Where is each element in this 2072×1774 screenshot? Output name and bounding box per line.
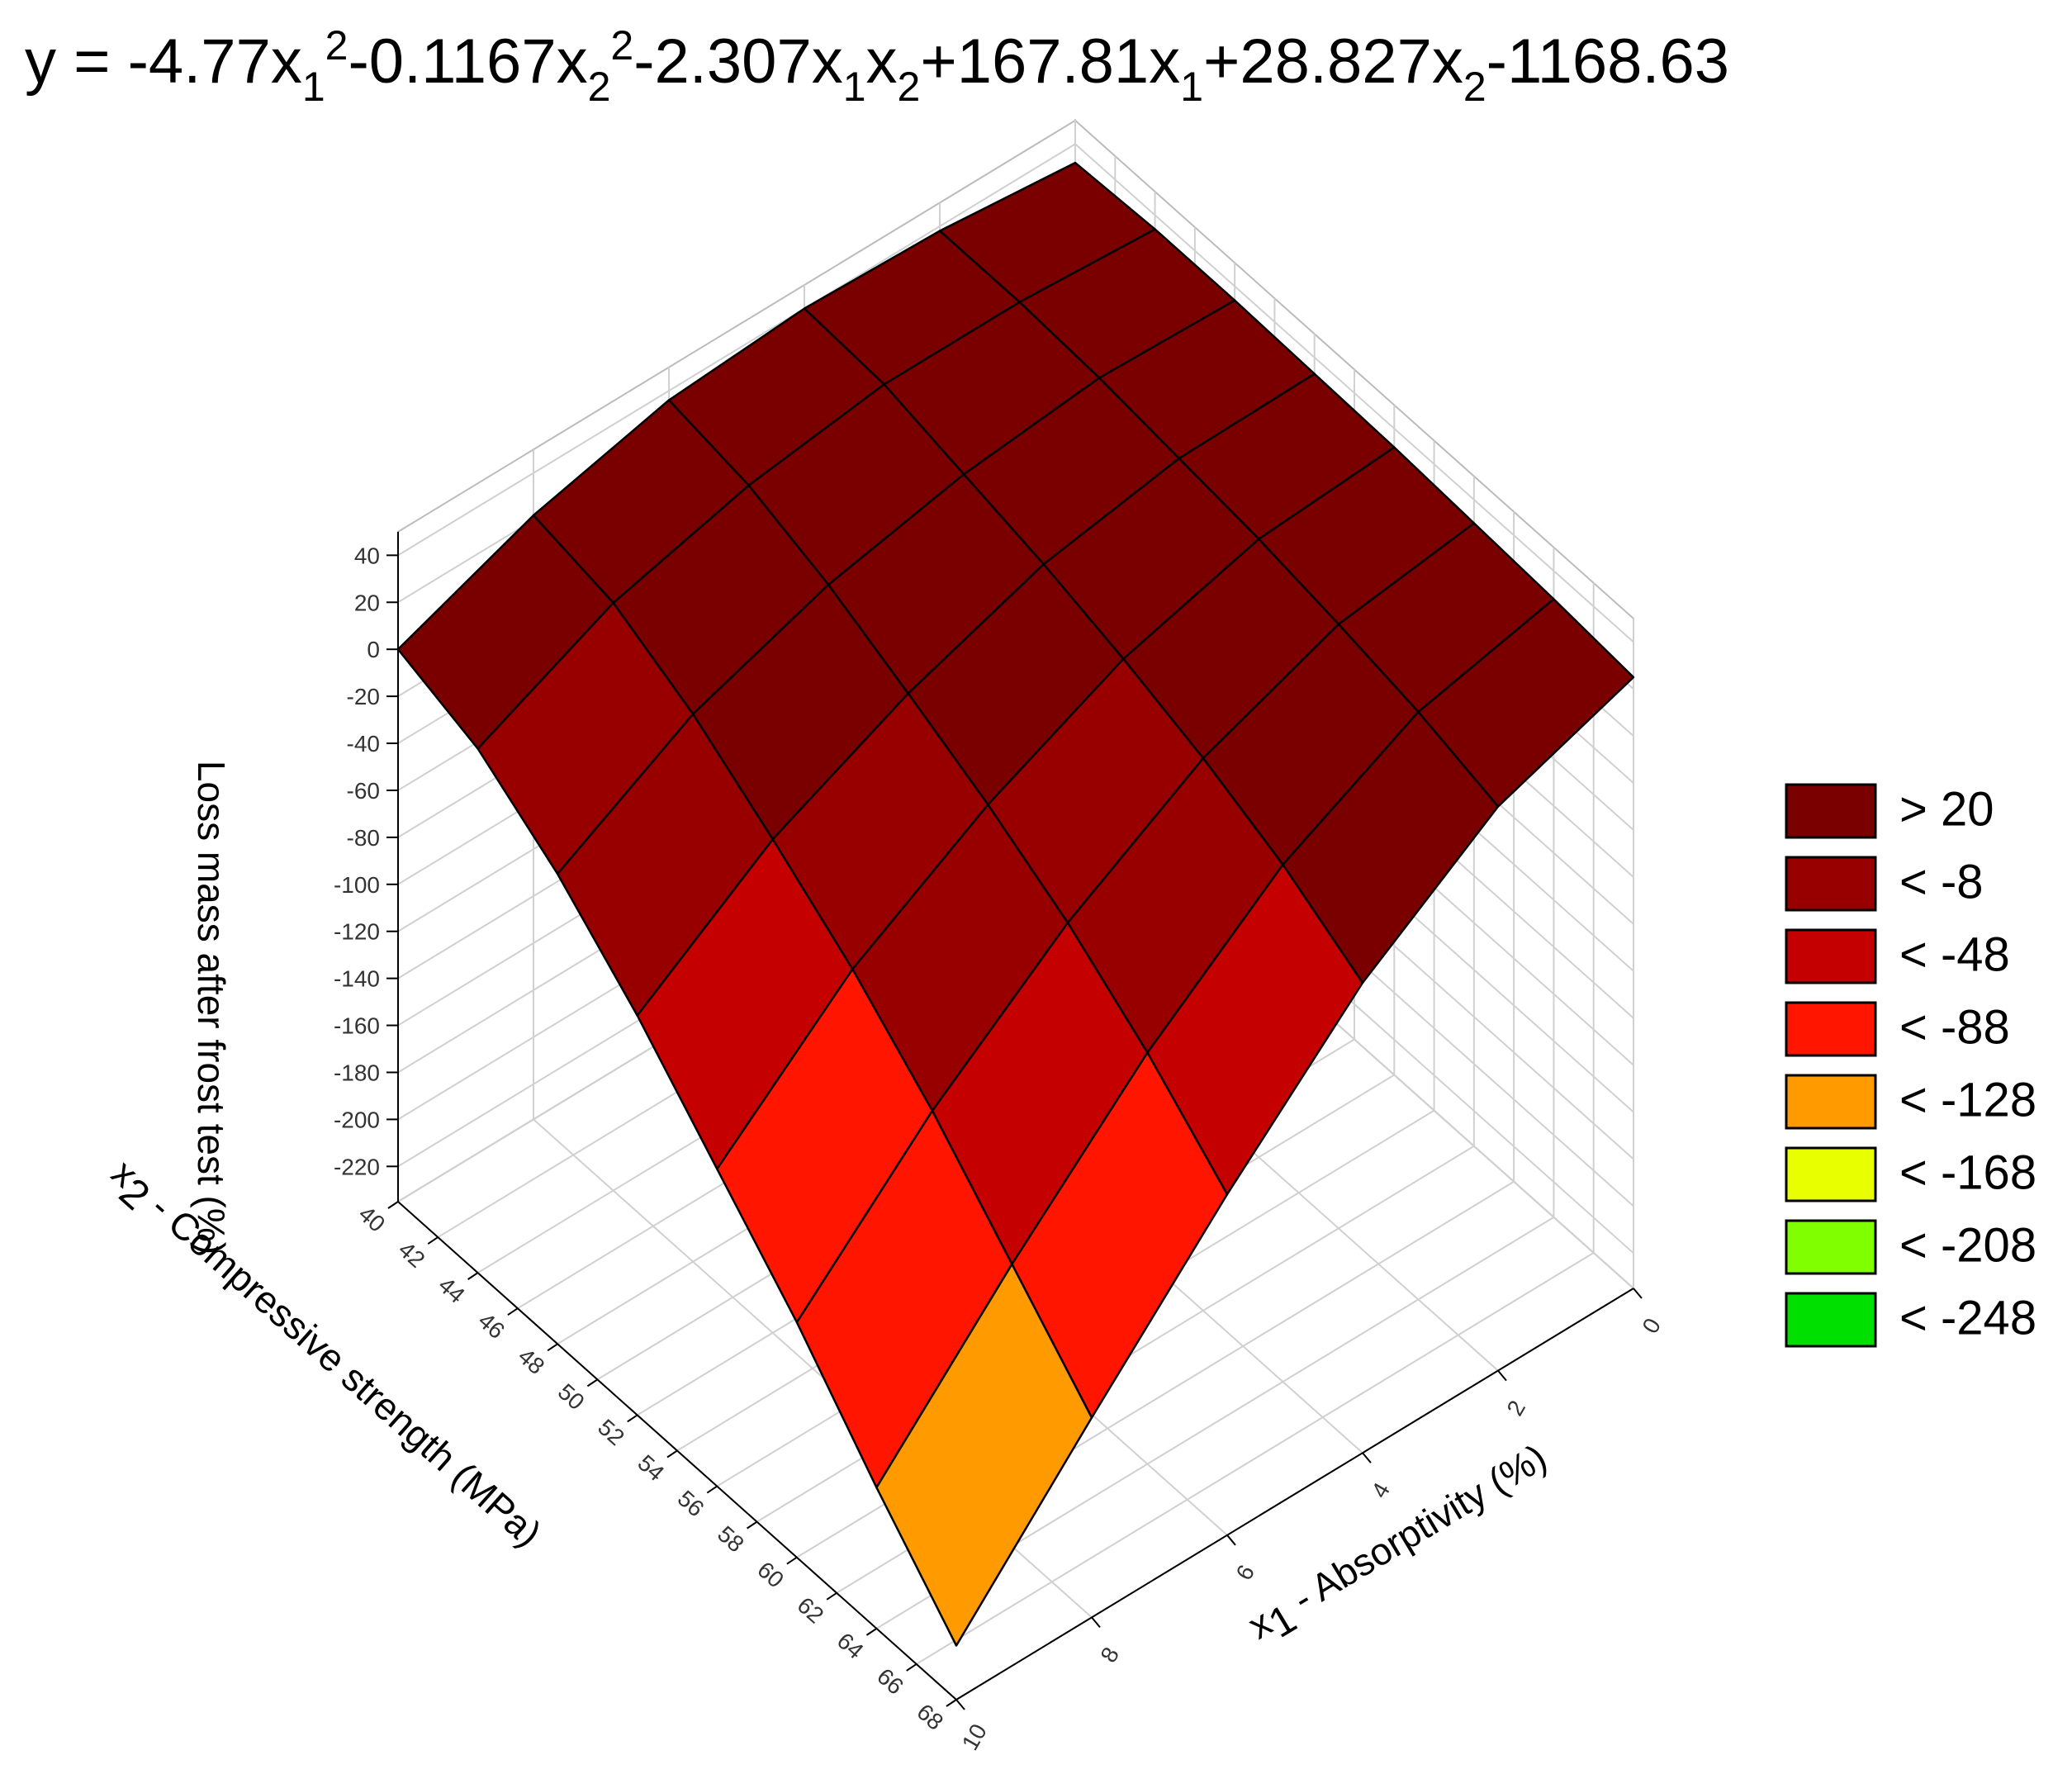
x1-tick-label: 6 (1230, 1561, 1259, 1585)
x2-tick-label: 64 (832, 1628, 869, 1664)
x2-tick-label: 46 (473, 1307, 510, 1344)
legend-label: < -88 (1899, 1000, 2010, 1054)
tick-mark (1226, 1534, 1236, 1546)
x2-tick-label: 62 (792, 1592, 828, 1629)
x2-tick-label: 58 (713, 1521, 749, 1558)
x2-tick-label: 50 (553, 1378, 590, 1415)
legend-swatch (1785, 1074, 1877, 1130)
z-tick-label: 40 (354, 543, 380, 568)
tick-mark (1497, 1369, 1507, 1382)
title-part: -0.1167x (348, 26, 587, 97)
x2-tick-label: 52 (593, 1414, 629, 1450)
tick-mark (387, 1201, 399, 1209)
legend-swatch (1785, 1001, 1877, 1057)
title-part: 2 (610, 22, 633, 69)
x1-tick-label: 4 (1366, 1478, 1395, 1502)
surface (396, 161, 1635, 1647)
title-part: 2 (588, 64, 611, 110)
title-part: 1 (1180, 64, 1203, 110)
x2-tick-label: 44 (434, 1272, 470, 1308)
z-tick-label: 0 (367, 637, 380, 662)
legend-label: < -248 (1899, 1291, 2036, 1345)
legend-label: < -128 (1899, 1073, 2036, 1127)
title-part: 1 (302, 64, 325, 110)
tick-mark (1362, 1452, 1372, 1463)
x2-tick-label: 40 (353, 1201, 390, 1237)
x1-axis (955, 1288, 1634, 1700)
tick-mark (427, 1236, 439, 1245)
legend-swatch (1785, 783, 1877, 839)
tick-mark (826, 1591, 837, 1601)
title-part: +167.81x (920, 26, 1180, 97)
tick-mark (627, 1414, 638, 1423)
surface-face (875, 1263, 1093, 1647)
x1-tick-label: 2 (1501, 1396, 1530, 1420)
z-tick-label: 20 (354, 590, 380, 615)
x2-tick-label: 66 (872, 1663, 908, 1700)
legend-label: > 20 (1899, 782, 1994, 836)
z-tick-label: -180 (334, 1060, 380, 1085)
z-tick-label: -220 (334, 1154, 380, 1179)
tick-mark (946, 1699, 957, 1707)
legend-label: < -8 (1899, 855, 1984, 908)
legend-swatch (1785, 856, 1877, 912)
tick-mark (547, 1343, 558, 1352)
z-tick-label: -20 (347, 684, 380, 709)
x2-tick-label: 68 (912, 1699, 948, 1735)
tick-mark (955, 1699, 965, 1710)
tick-mark (747, 1520, 758, 1530)
z-tick-label: -160 (334, 1013, 380, 1039)
legend-label: < -48 (1899, 927, 2010, 981)
z-axis-label: Loss mass after frost test (%) (190, 761, 233, 1255)
legend-swatch (1785, 928, 1877, 984)
tick-mark (786, 1556, 798, 1565)
title-part: x (866, 26, 898, 97)
title-part: 2 (898, 64, 921, 110)
x1-tick-label: 8 (1095, 1643, 1124, 1667)
title-part: y = -4.77x (25, 26, 302, 97)
legend-swatch (1785, 1219, 1877, 1275)
legend-swatch (1785, 1292, 1877, 1348)
tick-mark (666, 1449, 678, 1459)
axes: -220-200-180-160-140-120-100-80-60-40-20… (334, 531, 1666, 1754)
legend-label: < -168 (1899, 1146, 2036, 1199)
z-tick-label: -100 (334, 872, 380, 898)
title-part: 1 (843, 64, 866, 110)
tick-mark (865, 1628, 877, 1636)
tick-mark (706, 1485, 718, 1494)
z-tick-label: -120 (334, 919, 380, 945)
grid-line (916, 1252, 1595, 1665)
x2-tick-label: 56 (673, 1486, 709, 1522)
x1-tick-label: 10 (957, 1719, 992, 1754)
x2-tick-label: 42 (394, 1236, 430, 1273)
title-part: 2 (1463, 64, 1486, 110)
legend-label: < -208 (1899, 1218, 2036, 1272)
tick-mark (507, 1307, 519, 1316)
z-tick-label: -60 (347, 778, 380, 804)
tick-mark (467, 1272, 479, 1280)
x2-tick-label: 48 (513, 1343, 549, 1379)
z-tick-label: -140 (334, 966, 380, 992)
z-tick-label: -40 (347, 731, 380, 757)
title-part: 2 (325, 22, 348, 69)
title-part: -1168.63 (1486, 26, 1729, 97)
tick-mark (1091, 1616, 1101, 1629)
chart-title: y = -4.77x12-0.1167x22-2.307x1x2+167.81x… (25, 22, 1729, 110)
tick-mark (1633, 1288, 1643, 1299)
x1-tick-label: 0 (1637, 1314, 1666, 1338)
x2-tick-label: 54 (633, 1449, 669, 1486)
z-tick-label: -80 (347, 825, 380, 851)
title-part: -2.307x (633, 26, 843, 97)
title-part: +28.827x (1203, 26, 1463, 97)
x2-tick-label: 60 (752, 1557, 789, 1593)
tick-mark (586, 1378, 598, 1387)
grid-line (397, 143, 1076, 557)
legend: > 20 < -8 < -48 < -88 < -128 < -168 < -208 < -2… (1785, 782, 2036, 1348)
tick-mark (906, 1663, 917, 1672)
z-tick-label: -200 (334, 1107, 380, 1132)
legend-swatch (1785, 1146, 1877, 1202)
